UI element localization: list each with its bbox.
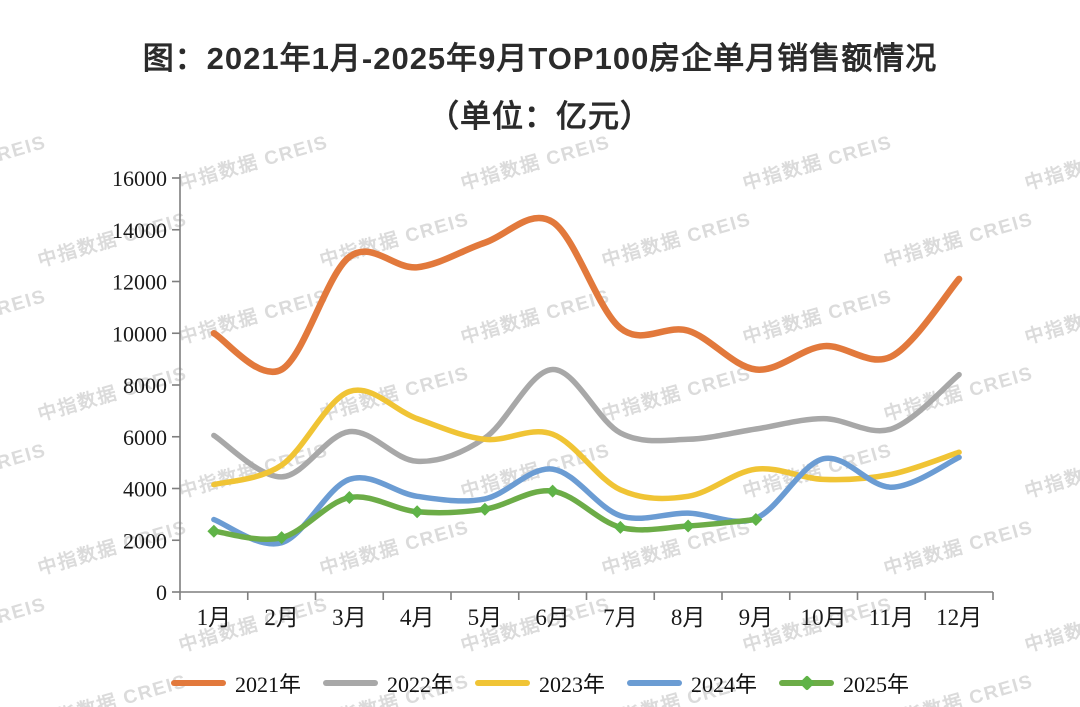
legend-diamond-icon (798, 675, 815, 691)
series-line-2024年 (211, 454, 962, 547)
chart-title-line1: 图：2021年1月-2025年9月TOP100房企单月销售额情况 (142, 41, 938, 76)
legend-item-2021年: 2021年 (170, 667, 301, 699)
legend-label: 2023年 (538, 672, 605, 697)
x-axis-label: 8月 (671, 605, 706, 630)
legend-label: 2024年 (691, 672, 758, 697)
y-axis-label: 8000 (123, 373, 167, 398)
data-point-marker-2025年 (342, 491, 356, 505)
legend-label: 2022年 (386, 672, 453, 697)
y-axis-label: 2000 (123, 528, 167, 553)
data-point-marker-2025年 (613, 520, 627, 534)
series-line-2023年 (211, 387, 962, 502)
x-axis-label: 9月 (739, 605, 774, 630)
legend-item-2025年: 2025年 (779, 667, 909, 699)
legend-label: 2025年 (843, 672, 910, 697)
data-point-marker-2025年 (410, 505, 424, 519)
x-axis-label: 1月 (197, 605, 232, 630)
y-axis-label: 4000 (123, 477, 167, 502)
x-axis-label: 7月 (603, 605, 638, 630)
legend-item-2022年: 2022年 (322, 667, 453, 699)
legend-swatch-2025年 (779, 675, 835, 691)
x-axis-label: 3月 (332, 605, 367, 630)
legend-swatch-2022年 (322, 680, 378, 686)
data-point-marker-2025年 (207, 524, 221, 538)
data-point-marker-2025年 (478, 502, 492, 516)
legend-item-2024年: 2024年 (627, 667, 757, 699)
chart-title: 图：2021年1月-2025年9月TOP100房企单月销售额情况 （单位：亿元） (0, 30, 1080, 146)
y-axis-label: 12000 (112, 270, 167, 295)
data-point-marker-2025年 (546, 484, 560, 498)
chart-legend: 2021年 2022年 2023年 2024年 2025年 (0, 667, 1080, 699)
chart-title-line2: （单位：亿元） (428, 99, 652, 134)
series-line-2022年 (211, 366, 962, 480)
x-axis-label: 5月 (468, 605, 503, 630)
legend-swatch-2021年 (170, 680, 226, 686)
x-axis-label: 4月 (400, 605, 435, 630)
data-point-marker-2025年 (275, 531, 289, 545)
x-axis-label: 12月 (936, 605, 982, 630)
data-point-marker-2025年 (749, 513, 763, 527)
y-axis-label: 16000 (112, 166, 167, 191)
y-axis-label: 0 (156, 580, 167, 605)
y-axis-label: 6000 (123, 425, 167, 450)
x-axis-label: 2月 (264, 605, 299, 630)
legend-item-2023年: 2023年 (474, 667, 605, 699)
x-axis-label: 11月 (869, 605, 914, 630)
y-axis-label: 10000 (112, 321, 167, 346)
legend-label: 2021年 (234, 672, 301, 697)
data-point-marker-2025年 (681, 519, 695, 533)
y-axis-label: 14000 (112, 218, 167, 243)
series-line-2021年 (210, 214, 963, 375)
x-axis-label: 10月 (801, 605, 847, 630)
x-axis-label: 6月 (535, 605, 570, 630)
legend-swatch-2023年 (474, 680, 530, 686)
legend-swatch-2024年 (627, 680, 682, 686)
